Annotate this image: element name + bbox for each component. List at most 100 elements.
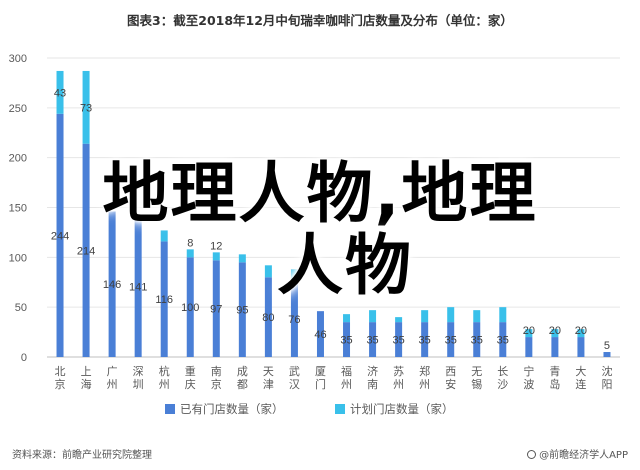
bar-existing bbox=[108, 211, 116, 357]
data-label-existing: 116 bbox=[155, 294, 173, 306]
legend-swatch bbox=[165, 404, 175, 414]
x-tick-label: 苏 bbox=[393, 365, 404, 378]
bar-planned bbox=[212, 252, 220, 261]
data-label-existing: 100 bbox=[181, 302, 199, 314]
bar-existing bbox=[264, 277, 272, 357]
source-note: 资料来源：前瞻产业研究院整理 bbox=[12, 450, 152, 461]
x-tick-label: 西 bbox=[445, 365, 456, 378]
bar-existing bbox=[186, 257, 194, 357]
bar-existing bbox=[212, 260, 220, 357]
bar-planned bbox=[551, 329, 559, 338]
x-tick-label: 阳 bbox=[601, 378, 612, 391]
bar-existing bbox=[82, 143, 90, 357]
bar-planned bbox=[264, 265, 272, 278]
y-tick-label: 300 bbox=[9, 53, 27, 65]
x-tick-label: 汉 bbox=[289, 378, 300, 391]
x-tick-label: 杭 bbox=[159, 364, 170, 378]
x-axis: 北京上海广州深圳杭州重庆南京成都天津武汉厦门福州济南苏州郑州西安无锡长沙宁波青岛… bbox=[55, 364, 613, 391]
x-tick-label: 广 bbox=[107, 365, 118, 378]
x-tick-label: 庆 bbox=[185, 377, 196, 391]
y-tick-label: 0 bbox=[21, 352, 27, 364]
bar-existing bbox=[499, 322, 507, 357]
brand-logo-icon bbox=[527, 450, 537, 459]
x-tick-label: 长 bbox=[497, 365, 508, 378]
x-tick-label: 安 bbox=[445, 377, 456, 391]
data-label-existing: 5 bbox=[604, 340, 610, 352]
x-tick-label: 南 bbox=[211, 365, 222, 378]
data-label-planned: 73 bbox=[80, 102, 92, 114]
bar-existing bbox=[290, 281, 298, 357]
x-tick-label: 津 bbox=[263, 378, 274, 391]
bar-planned bbox=[343, 314, 351, 323]
bar-existing bbox=[369, 322, 377, 357]
x-tick-label: 厦 bbox=[315, 365, 326, 378]
data-label-existing: 76 bbox=[288, 314, 300, 326]
data-label-existing: 35 bbox=[497, 335, 509, 347]
legend-label: 已有门店数量（家） bbox=[180, 402, 284, 416]
data-label-existing: 80 bbox=[262, 312, 274, 324]
data-label-existing: 35 bbox=[445, 335, 457, 347]
y-tick-label: 150 bbox=[9, 203, 27, 215]
data-label-existing: 35 bbox=[419, 335, 431, 347]
bar-existing bbox=[395, 322, 403, 357]
data-label-existing: 20 bbox=[549, 325, 561, 337]
y-tick-label: 250 bbox=[9, 103, 27, 115]
y-tick-label: 200 bbox=[9, 153, 27, 165]
brand-credit: @前瞻经济学人APP bbox=[527, 446, 628, 461]
x-tick-label: 青 bbox=[549, 365, 560, 378]
legend: 已有门店数量（家） 计划门店数量（家） bbox=[165, 402, 454, 416]
x-tick-label: 连 bbox=[575, 378, 586, 391]
x-tick-label: 圳 bbox=[133, 378, 144, 391]
bar-existing bbox=[447, 322, 455, 357]
x-tick-label: 宁 bbox=[523, 364, 534, 378]
bar-planned bbox=[421, 310, 429, 323]
bar-existing bbox=[343, 322, 351, 357]
data-label-existing: 97 bbox=[210, 304, 222, 316]
data-label-existing: 95 bbox=[236, 305, 248, 317]
data-label-existing: 214 bbox=[77, 245, 95, 257]
data-label-existing: 141 bbox=[129, 282, 147, 294]
x-tick-label: 门 bbox=[315, 377, 326, 391]
x-tick-label: 成 bbox=[237, 365, 248, 378]
bar-existing bbox=[160, 241, 168, 357]
x-tick-label: 州 bbox=[159, 378, 170, 391]
bar-existing bbox=[525, 337, 533, 357]
bar-planned bbox=[290, 269, 298, 282]
x-tick-label: 无 bbox=[471, 365, 482, 378]
x-tick-label: 京 bbox=[55, 377, 66, 391]
bar-existing bbox=[134, 216, 142, 357]
x-tick-label: 州 bbox=[419, 378, 430, 391]
legend-swatch bbox=[335, 404, 345, 414]
x-tick-label: 沙 bbox=[497, 378, 508, 391]
bar-planned bbox=[525, 329, 533, 338]
bar-planned bbox=[82, 70, 90, 144]
x-tick-label: 南 bbox=[367, 378, 378, 391]
bar-planned bbox=[186, 249, 194, 258]
bar-planned bbox=[447, 307, 455, 323]
x-tick-label: 济 bbox=[367, 364, 378, 378]
x-tick-label: 上 bbox=[81, 365, 92, 378]
x-tick-label: 郑 bbox=[419, 364, 430, 378]
data-label-existing: 35 bbox=[471, 335, 483, 347]
bar-existing bbox=[551, 337, 559, 357]
brand-text: @前瞻经济学人APP bbox=[539, 450, 628, 461]
bar-planned bbox=[395, 317, 403, 323]
bar-existing bbox=[56, 113, 64, 358]
x-tick-label: 武 bbox=[289, 365, 300, 378]
bar-planned bbox=[160, 230, 168, 242]
bar-existing bbox=[316, 311, 324, 357]
x-tick-label: 岛 bbox=[549, 377, 560, 391]
data-label-existing: 46 bbox=[314, 329, 326, 341]
bar-planned bbox=[473, 310, 481, 323]
bar-existing bbox=[421, 322, 429, 357]
x-tick-label: 福 bbox=[341, 364, 352, 378]
data-label-existing: 35 bbox=[392, 335, 404, 347]
x-tick-label: 波 bbox=[523, 378, 534, 391]
x-tick-label: 沈 bbox=[601, 364, 612, 378]
x-tick-label: 海 bbox=[81, 377, 92, 391]
bar-planned bbox=[499, 307, 507, 323]
x-tick-label: 大 bbox=[575, 364, 586, 378]
x-tick-label: 州 bbox=[393, 378, 404, 391]
bar-planned bbox=[56, 70, 64, 114]
